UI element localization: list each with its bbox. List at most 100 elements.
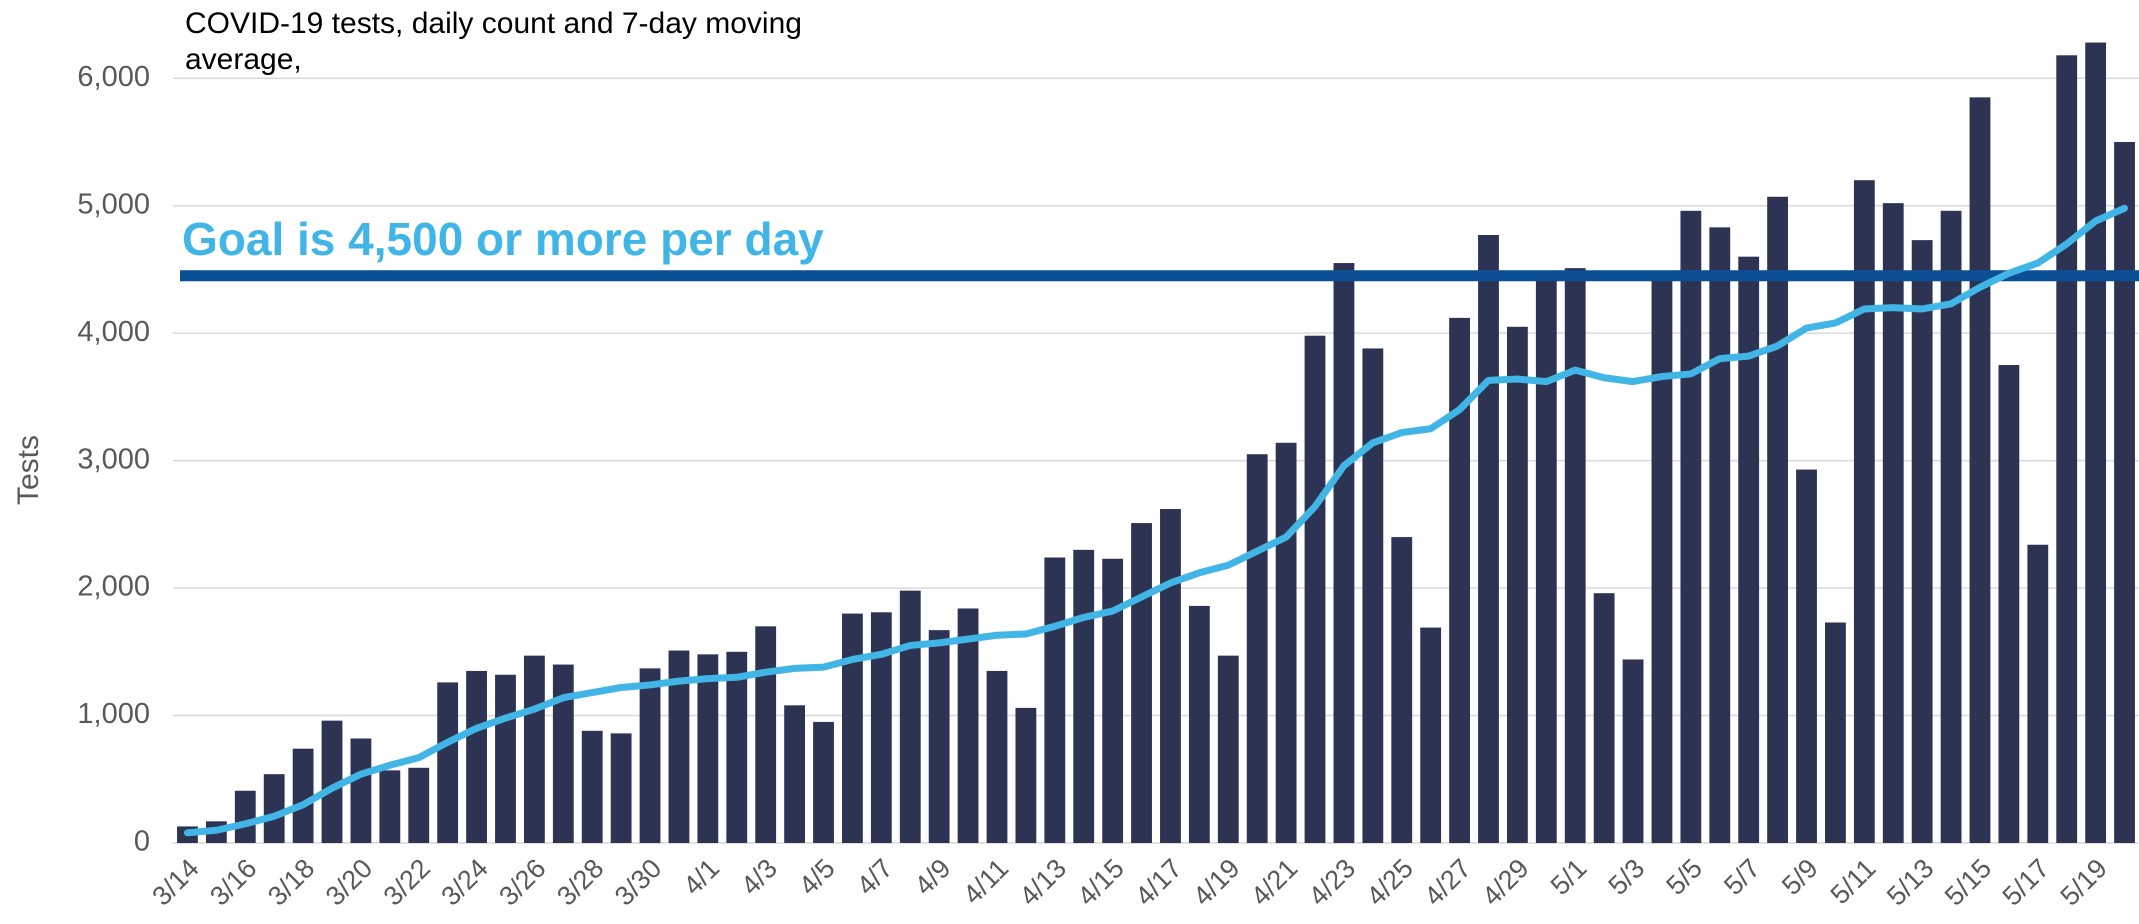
bar — [870, 612, 892, 843]
bar — [1853, 180, 1875, 843]
bar — [1651, 275, 1673, 843]
bar — [899, 590, 921, 843]
x-tick-label: 5/15 — [1939, 853, 1997, 911]
bar — [1044, 557, 1066, 843]
x-tick-label: 4/27 — [1418, 853, 1476, 911]
x-tick-label: 5/3 — [1603, 853, 1651, 901]
x-tick-label: 5/5 — [1660, 853, 1708, 901]
moving-average-line — [183, 204, 2129, 837]
bar — [1767, 196, 1789, 843]
bar — [1940, 210, 1962, 844]
x-tick-label: 3/22 — [378, 853, 436, 911]
x-tick-label: 4/23 — [1303, 853, 1361, 911]
chart-title: COVID-19 tests, daily count and 7-day mo… — [185, 7, 802, 76]
bar — [1506, 326, 1528, 843]
bar — [986, 670, 1008, 843]
bar — [437, 682, 459, 843]
bar — [1969, 97, 1991, 844]
y-tick-label: 3,000 — [77, 443, 150, 475]
bar — [350, 738, 372, 843]
y-tick-label: 6,000 — [77, 61, 150, 93]
bar — [1188, 605, 1210, 843]
x-tick-label: 4/11 — [957, 853, 1014, 910]
bar — [495, 674, 516, 843]
x-tick-label: 5/1 — [1545, 853, 1593, 901]
bar — [466, 670, 487, 843]
bar — [928, 630, 950, 843]
x-tick-label: 4/15 — [1072, 853, 1130, 911]
x-tick-label: 3/24 — [435, 853, 493, 911]
bar — [1391, 537, 1413, 843]
x-tick-label: 3/26 — [493, 853, 551, 911]
bar — [1015, 707, 1037, 843]
bar — [957, 608, 979, 843]
bar — [1825, 622, 1846, 843]
bar — [1738, 256, 1760, 844]
x-tick-label: 4/5 — [793, 853, 841, 901]
x-tick-label: 3/16 — [204, 853, 262, 911]
bar — [1911, 240, 1933, 844]
bar — [784, 705, 806, 843]
y-tick-label: 5,000 — [77, 188, 150, 220]
bar — [726, 651, 748, 843]
x-tick-label: 4/29 — [1476, 853, 1534, 911]
bar — [813, 721, 834, 843]
x-tick-label: 3/14 — [146, 853, 204, 911]
bar — [408, 767, 430, 843]
annotation: Goal is 4,500 or more per day — [182, 213, 824, 265]
bar — [1102, 558, 1124, 843]
x-tick-label: 4/21 — [1245, 853, 1303, 911]
x-tick-label: 5/19 — [2055, 853, 2113, 911]
x-tick-label: 3/20 — [320, 853, 378, 911]
bar — [1478, 235, 1499, 843]
x-tick-label: 3/30 — [609, 853, 667, 911]
x-tick-label: 5/13 — [1881, 853, 1939, 911]
bar — [523, 655, 545, 843]
bar — [1073, 549, 1095, 843]
bar — [1796, 469, 1817, 843]
bar — [552, 664, 574, 843]
x-tick-label: 4/13 — [1014, 853, 1072, 911]
y-axis-label: Tests — [12, 435, 45, 505]
x-tick-label: 4/25 — [1361, 853, 1419, 911]
bar — [1160, 509, 1181, 843]
bar — [1882, 203, 1904, 844]
bar — [581, 730, 603, 843]
x-tick-label: 4/17 — [1129, 853, 1187, 911]
y-tick-label: 4,000 — [77, 316, 150, 348]
x-tick-label: 5/9 — [1776, 853, 1824, 901]
x-tick-label: 4/9 — [909, 853, 957, 901]
x-tick-label: 3/18 — [262, 853, 320, 911]
bar — [1304, 335, 1326, 843]
x-tick-label: 5/17 — [1997, 853, 2055, 911]
x-tick-label: 4/7 — [851, 853, 899, 901]
x-tick-label: 5/7 — [1718, 853, 1766, 901]
bar — [697, 654, 719, 843]
bar — [1535, 274, 1557, 843]
bar — [292, 748, 314, 843]
bar — [321, 720, 343, 843]
bar — [1246, 454, 1268, 843]
x-tick-label: 4/3 — [735, 853, 783, 901]
bar — [1680, 210, 1702, 844]
bar — [1420, 627, 1442, 843]
bar — [755, 626, 777, 843]
bar — [234, 790, 256, 843]
bar — [1131, 523, 1152, 843]
bar — [263, 774, 285, 843]
bar — [842, 613, 863, 843]
bar — [2085, 42, 2107, 844]
bar — [2114, 141, 2135, 843]
bar — [1275, 442, 1297, 843]
y-tick-label: 1,000 — [77, 698, 150, 730]
x-tick-label: 3/28 — [551, 853, 609, 911]
bar — [639, 668, 661, 843]
x-tick-label: 4/1 — [677, 853, 725, 901]
bar — [2056, 55, 2078, 844]
bar — [1593, 593, 1615, 843]
bar — [1333, 263, 1355, 843]
bar — [379, 770, 401, 843]
y-tick-label: 2,000 — [77, 571, 150, 603]
